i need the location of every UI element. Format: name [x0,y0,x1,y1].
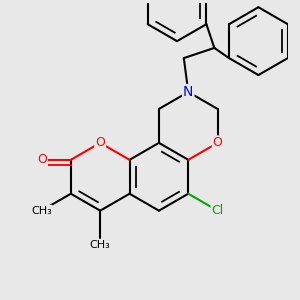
Text: O: O [213,136,223,149]
Text: O: O [37,153,47,166]
Text: N: N [183,85,194,99]
Text: CH₃: CH₃ [90,240,111,250]
Text: CH₃: CH₃ [31,206,52,216]
Text: O: O [95,136,105,149]
Text: Cl: Cl [212,204,224,217]
